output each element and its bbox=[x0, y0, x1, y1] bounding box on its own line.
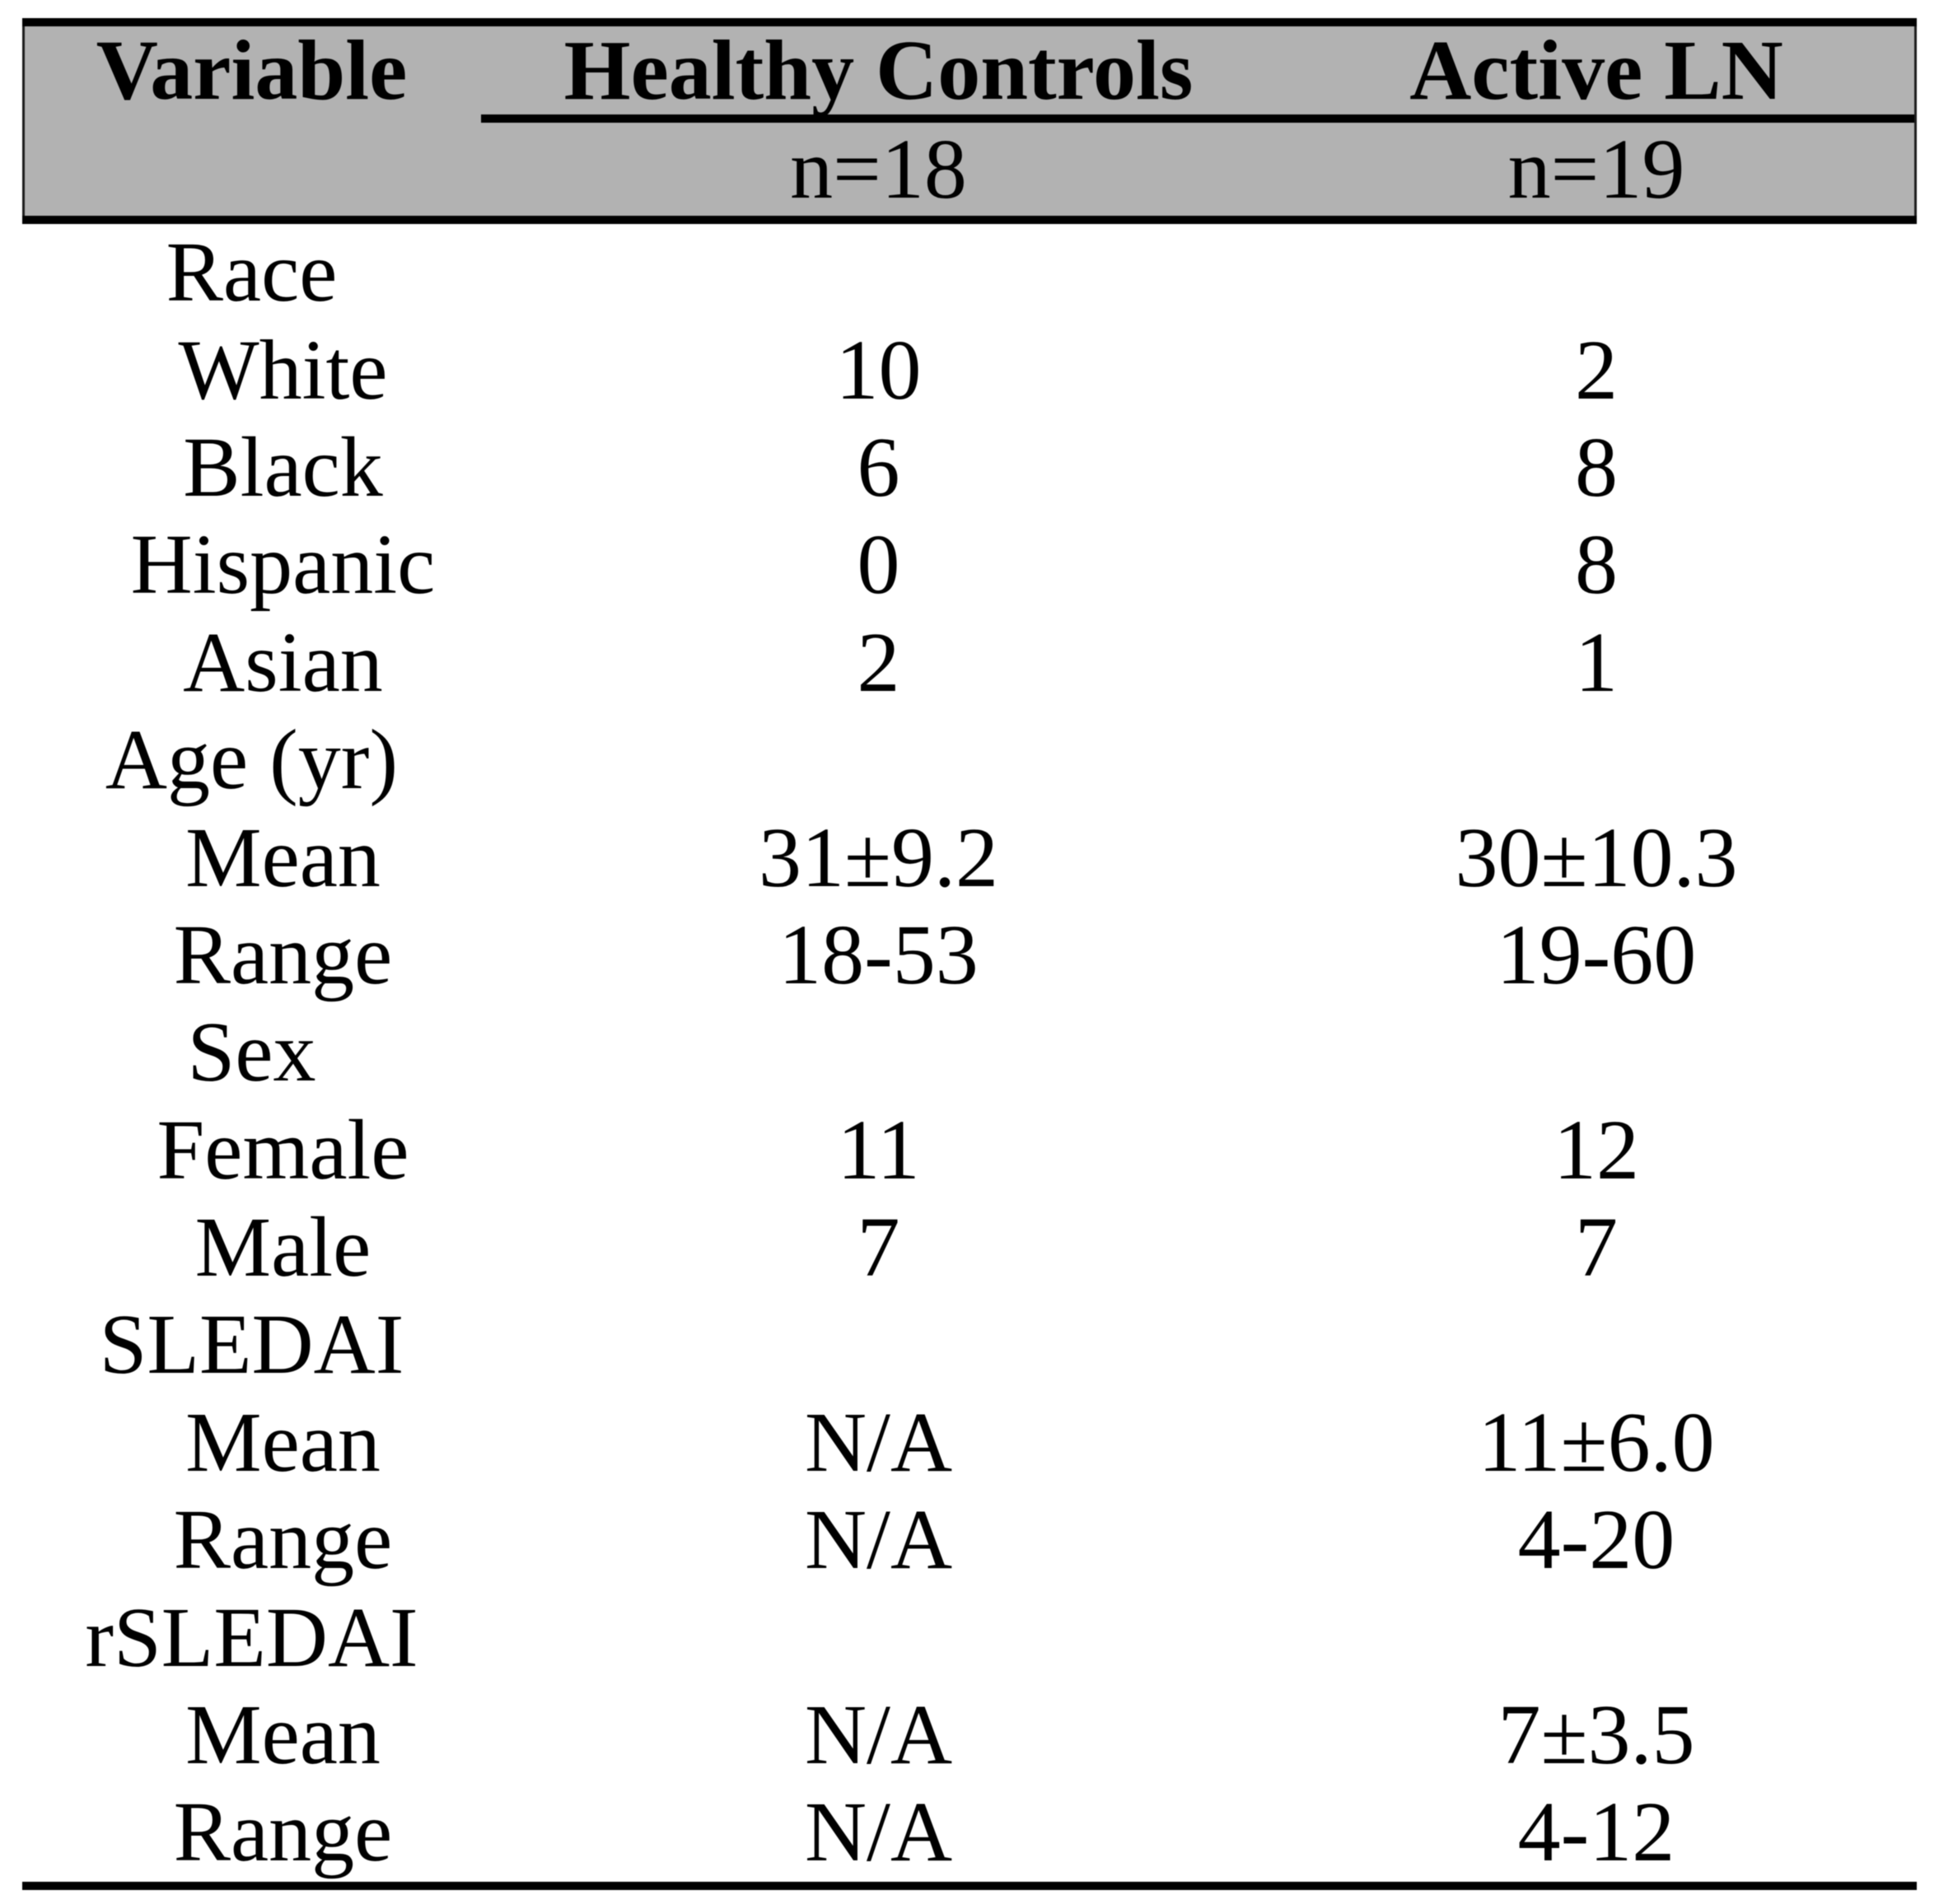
healthy-controls-value-cell: 31±9.2 bbox=[758, 810, 999, 905]
row-label: Asian bbox=[183, 614, 383, 710]
table-row: SLEDAI bbox=[22, 1296, 1917, 1393]
bottom-rule bbox=[22, 1881, 1917, 1890]
row-label: Range bbox=[173, 1492, 393, 1588]
table-row: Mean N/A 7±3.5 bbox=[22, 1687, 1917, 1784]
row-label: Mean bbox=[185, 1687, 381, 1783]
healthy-controls-value-cell: 7 bbox=[857, 1200, 900, 1295]
row-label: Male bbox=[194, 1200, 371, 1295]
healthy-controls-value-cell: N/A bbox=[804, 1492, 953, 1588]
row-label: Range bbox=[173, 1785, 393, 1880]
table-row: Hispanic 0 8 bbox=[22, 516, 1917, 614]
table-row: Mean N/A 11±6.0 bbox=[22, 1394, 1917, 1491]
active-ln-value-cell: 19-60 bbox=[1496, 907, 1697, 1002]
table-row: Sex bbox=[22, 1004, 1917, 1101]
active-ln-value-cell: 7 bbox=[1575, 1200, 1618, 1295]
row-label: Race bbox=[166, 225, 338, 320]
header-active-ln: Active LN bbox=[1409, 22, 1783, 118]
row-label: Hispanic bbox=[130, 517, 436, 613]
table-row: Age (yr) bbox=[22, 712, 1917, 809]
row-label: Range bbox=[173, 907, 393, 1002]
healthy-controls-value-cell: 10 bbox=[835, 322, 922, 418]
row-label: SLEDAI bbox=[99, 1297, 404, 1393]
header-bottom-rule bbox=[22, 216, 1917, 224]
table-row: White 10 2 bbox=[22, 321, 1917, 418]
active-ln-value-cell: 30±10.3 bbox=[1455, 810, 1738, 905]
table-row: Range N/A 4-20 bbox=[22, 1491, 1917, 1589]
healthy-controls-value-cell: 6 bbox=[857, 419, 900, 515]
row-label: Mean bbox=[185, 810, 381, 905]
header-healthy-controls: Healthy Controls bbox=[563, 22, 1194, 118]
header-title-row: Variable Healthy Controls Active LN bbox=[22, 26, 1917, 114]
table-row: Female 11 12 bbox=[22, 1102, 1917, 1199]
row-label: Mean bbox=[185, 1394, 381, 1490]
table-row: Range N/A 4-12 bbox=[22, 1784, 1917, 1881]
healthy-controls-value-cell: 2 bbox=[857, 614, 900, 710]
table-row: Mean 31±9.2 30±10.3 bbox=[22, 809, 1917, 906]
demographics-table: Variable Healthy Controls Active LN n=18… bbox=[22, 18, 1917, 1890]
header-n19: n=19 bbox=[1507, 121, 1685, 217]
table-row: rSLEDAI bbox=[22, 1589, 1917, 1686]
healthy-controls-value-cell: N/A bbox=[804, 1785, 953, 1880]
table-row: Asian 2 1 bbox=[22, 614, 1917, 712]
healthy-controls-value-cell: 11 bbox=[837, 1102, 920, 1197]
healthy-controls-value-cell: N/A bbox=[804, 1687, 953, 1783]
active-ln-value-cell: 8 bbox=[1575, 419, 1618, 515]
active-ln-value-cell: 2 bbox=[1575, 322, 1618, 418]
table-row: Male 7 7 bbox=[22, 1199, 1917, 1296]
active-ln-value-cell: 4-12 bbox=[1517, 1785, 1675, 1880]
table-header: Variable Healthy Controls Active LN n=18… bbox=[22, 26, 1917, 216]
active-ln-value-cell: 12 bbox=[1554, 1102, 1639, 1197]
active-ln-value-cell: 8 bbox=[1575, 517, 1618, 613]
healthy-controls-value-cell: N/A bbox=[804, 1394, 953, 1490]
header-variable: Variable bbox=[96, 22, 408, 118]
row-label: rSLEDAI bbox=[85, 1589, 418, 1685]
active-ln-value-cell: 1 bbox=[1575, 614, 1618, 710]
row-label: White bbox=[178, 322, 388, 418]
table-body: Race White 10 2 Black 6 8 Hispanic 0 8 A… bbox=[22, 224, 1917, 1882]
healthy-controls-value-cell: 0 bbox=[857, 517, 900, 613]
row-label: Age (yr) bbox=[105, 712, 399, 808]
healthy-controls-value-cell: 18-53 bbox=[778, 907, 979, 1002]
active-ln-value-cell: 4-20 bbox=[1517, 1492, 1675, 1588]
header-n-row: n=18 n=19 bbox=[22, 123, 1917, 216]
table-row: Black 6 8 bbox=[22, 419, 1917, 516]
row-label: Black bbox=[183, 419, 383, 515]
top-rule bbox=[22, 18, 1917, 26]
active-ln-value-cell: 11±6.0 bbox=[1478, 1394, 1715, 1490]
row-label: Female bbox=[157, 1102, 409, 1197]
table-row: Race bbox=[22, 224, 1917, 321]
row-label: Sex bbox=[187, 1005, 316, 1100]
active-ln-value-cell: 7±3.5 bbox=[1497, 1687, 1695, 1783]
header-span-rule bbox=[481, 114, 1917, 123]
header-n18: n=18 bbox=[790, 121, 967, 217]
table-row: Range 18-53 19-60 bbox=[22, 907, 1917, 1004]
